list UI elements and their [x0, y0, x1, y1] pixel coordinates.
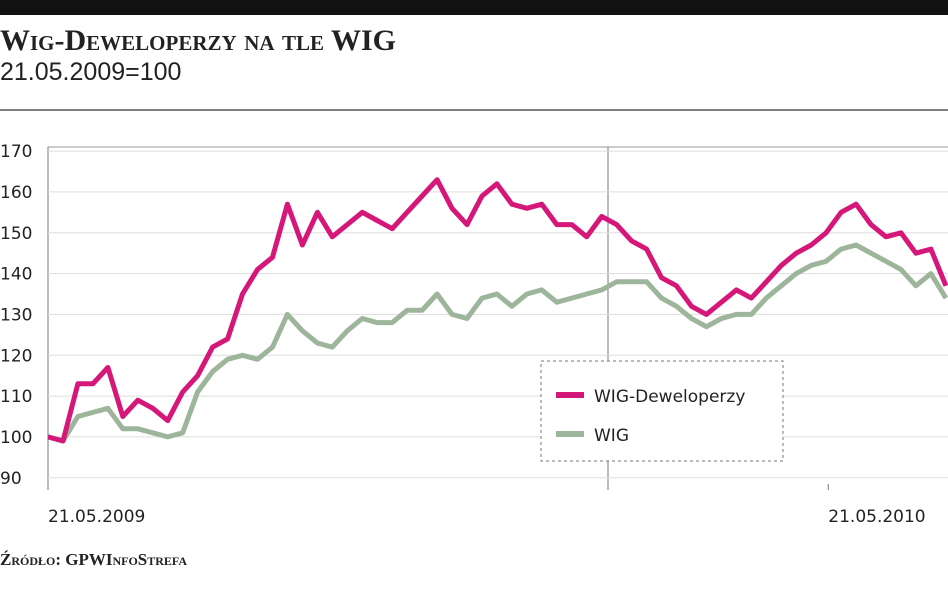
- series-line: [47, 242, 948, 444]
- legend-label: WIG: [594, 426, 629, 446]
- y-tick-label: 160: [0, 183, 32, 203]
- legend-label: WIG-Deweloperzy: [594, 387, 745, 407]
- top-bar: [0, 0, 948, 15]
- series-line: [47, 177, 948, 444]
- y-tick-label: 90: [0, 469, 22, 489]
- x-tick-label: 21.05.2010: [828, 507, 925, 527]
- y-tick-label: 130: [0, 305, 32, 325]
- y-tick-label: 170: [0, 142, 32, 162]
- chart-subtitle: 21.05.2009=100: [0, 58, 181, 86]
- y-tick-label: 110: [0, 387, 32, 407]
- y-tick-label: 150: [0, 224, 32, 244]
- y-tick-label: 120: [0, 346, 32, 366]
- legend-box: [540, 360, 784, 462]
- x-tick-label: 21.05.2009: [48, 507, 145, 527]
- chart-title: Wig-Deweloperzy na tle WIG: [0, 24, 396, 57]
- source-note: Źródło: GPWInfoStrefa: [0, 550, 187, 569]
- y-tick-label: 100: [0, 428, 32, 448]
- y-tick-label: 140: [0, 265, 32, 285]
